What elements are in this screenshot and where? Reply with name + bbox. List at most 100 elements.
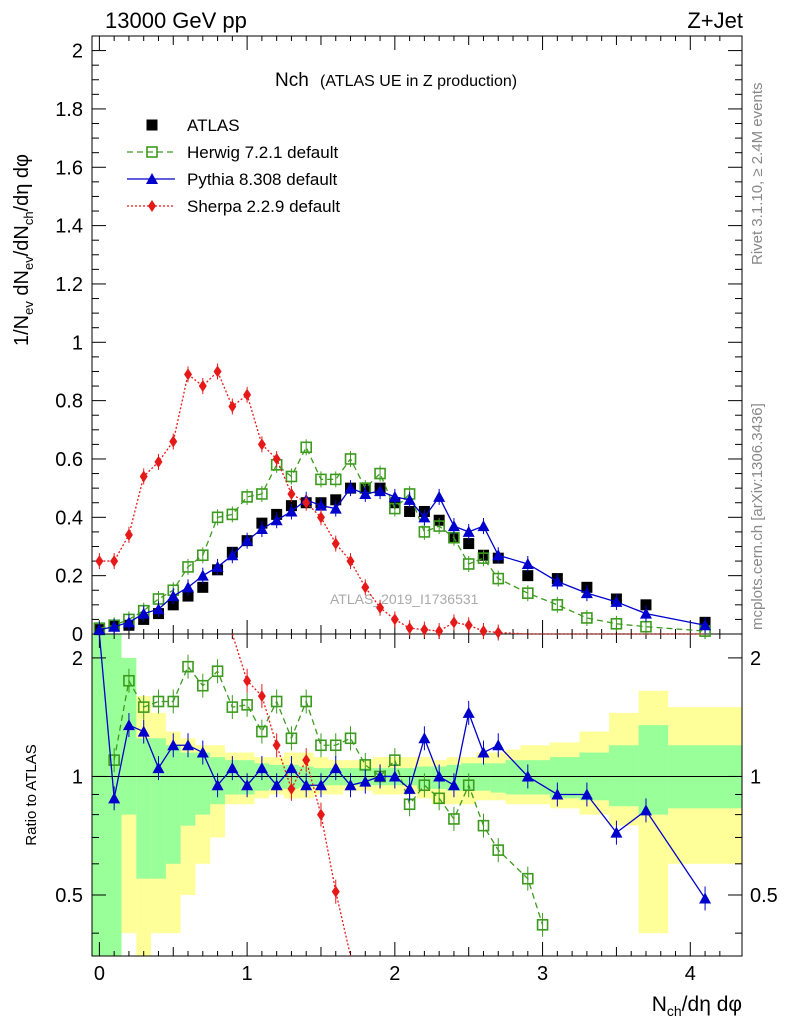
pythia-point	[285, 505, 298, 517]
pythia-point	[122, 616, 135, 628]
herwig-ratio-point	[418, 779, 431, 792]
pythia-point	[521, 557, 534, 569]
pythia-ratio-point	[226, 762, 239, 774]
pythia-point	[462, 525, 475, 537]
herwig-point	[462, 558, 475, 570]
sherpa-point	[405, 622, 414, 635]
pythia-ratio-point	[447, 779, 460, 791]
sherpa-ratio-point	[331, 885, 340, 898]
sherpa-point	[184, 368, 193, 381]
pythia-point	[551, 575, 564, 587]
legend-label-atlas: ATLAS	[187, 116, 240, 135]
herwig-point	[640, 620, 652, 633]
sherpa-point	[154, 455, 163, 468]
herwig-ratio-point	[300, 695, 313, 708]
herwig-point	[551, 599, 564, 611]
atlas-point	[522, 570, 534, 582]
herwig-point	[581, 612, 593, 624]
pythia-point	[270, 514, 283, 526]
herwig-ratio-point	[182, 660, 194, 673]
pythia-point	[580, 587, 593, 599]
herwig-point	[182, 561, 194, 573]
sherpa-point	[361, 581, 370, 594]
y-tick-label: 1.2	[55, 274, 83, 296]
herwig-point	[241, 491, 253, 503]
herwig-ratio-point	[211, 665, 224, 678]
data-series	[93, 363, 712, 957]
pythia-ratio-point	[388, 770, 401, 782]
sherpa-point	[257, 438, 266, 451]
atlas-point	[404, 505, 416, 517]
pythia-ratio-point	[580, 788, 593, 800]
herwig-point	[211, 511, 224, 524]
ratio-band-inner	[92, 634, 122, 956]
legend-label-pythia: Pythia 8.308 default	[187, 170, 338, 189]
herwig-ratio-point	[315, 739, 327, 752]
pythia-point	[167, 590, 180, 602]
herwig-point	[329, 473, 342, 486]
herwig-point	[521, 587, 534, 599]
ratio-y-tick-label-right: 2	[750, 648, 761, 670]
sherpa-point	[302, 496, 311, 509]
x-tick-label: 1	[242, 963, 253, 985]
header-right: Z+Jet	[687, 8, 743, 33]
herwig-ratio-point	[462, 779, 475, 792]
pythia-ratio-point	[270, 779, 283, 791]
sherpa-point	[213, 365, 222, 378]
sherpa-ratio-point	[302, 754, 311, 767]
pythia-point	[152, 603, 165, 615]
pythia-point	[388, 490, 401, 502]
pythia-ratio-point	[374, 770, 387, 782]
pythia-ratio-point	[122, 719, 135, 731]
pythia-point	[403, 493, 416, 505]
y-tick-label: 0.4	[55, 507, 83, 529]
sherpa-point	[479, 625, 488, 638]
x-tick-label: 0	[94, 963, 105, 985]
pythia-point	[639, 607, 652, 619]
pythia-ratio-point	[433, 770, 446, 782]
herwig-ratio-point	[152, 695, 165, 708]
y-tick-label: 0.8	[55, 391, 83, 413]
sherpa-point	[139, 470, 148, 483]
pythia-ratio-point	[403, 782, 416, 794]
sherpa-point	[287, 487, 296, 500]
pythia-ratio-point	[182, 739, 195, 751]
herwig-ratio-point	[433, 792, 445, 805]
herwig-point	[374, 467, 386, 480]
herwig-point	[315, 473, 327, 486]
sherpa-point	[95, 555, 104, 568]
y-tick-label: 1.4	[55, 216, 83, 238]
ratio-band-inner	[505, 760, 521, 795]
ratio-band-inner	[490, 763, 506, 793]
pythia-ratio-point	[359, 775, 372, 787]
herwig-point	[226, 508, 239, 521]
atlas-point	[640, 599, 652, 611]
y-axis-label: 1/Nev dNev/dNch/dη dφ	[11, 154, 36, 346]
herwig-point	[300, 441, 313, 454]
ratio-band-inner	[476, 763, 491, 791]
herwig-ratio-point	[123, 674, 135, 687]
y-tick-label: 0.2	[55, 566, 83, 588]
pythia-point	[610, 595, 623, 607]
ratio-band-inner	[165, 745, 181, 864]
legend-label-herwig: Herwig 7.2.1 default	[187, 143, 338, 162]
ratio-y-tick-label: 1	[72, 766, 83, 788]
herwig-ratio-point	[329, 739, 342, 752]
plot-frames	[91, 35, 743, 957]
herwig-point	[610, 617, 623, 630]
legend-marker-atlas	[146, 119, 158, 131]
sherpa-point	[124, 528, 133, 541]
atlas-point	[197, 581, 209, 593]
legend: ATLAS Herwig 7.2.1 default Pythia 8.308 de…	[127, 116, 340, 216]
sherpa-ratio-point	[257, 690, 266, 703]
ratio-band-inner	[151, 738, 166, 879]
herwig-point	[433, 520, 445, 532]
sherpa-point	[243, 388, 252, 401]
pythia-point	[374, 485, 387, 497]
ratio-band-inner	[609, 745, 639, 807]
side-mcplots-label: mcplots.cern.ch [arXiv:1306.3436]	[749, 403, 766, 630]
y-tick-label: 0	[72, 624, 83, 646]
pythia-ratio-point	[639, 804, 652, 816]
sherpa-ratio-point	[272, 739, 281, 752]
